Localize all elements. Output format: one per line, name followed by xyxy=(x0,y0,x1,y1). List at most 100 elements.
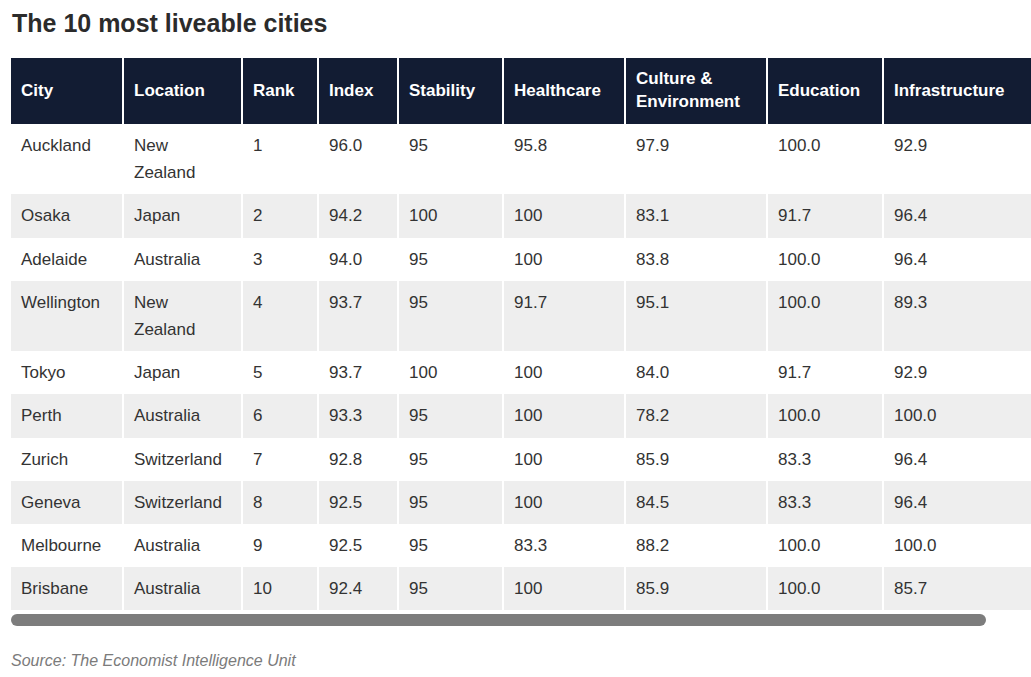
table-cell: 100.0 xyxy=(767,394,883,437)
table-cell: New Zealand xyxy=(123,124,242,194)
table-cell: 93.3 xyxy=(318,394,398,437)
table-row: TokyoJapan593.710010084.091.792.9 xyxy=(11,351,1031,394)
table-cell: 5 xyxy=(242,351,318,394)
table-cell: Brisbane xyxy=(11,567,123,610)
table-cell: Switzerland xyxy=(123,481,242,524)
table-cell: Australia xyxy=(123,524,242,567)
table-cell: 100.0 xyxy=(767,524,883,567)
column-header: Location xyxy=(123,58,242,124)
table-cell: 100 xyxy=(503,438,625,481)
table-cell: 7 xyxy=(242,438,318,481)
horizontal-scrollbar-thumb[interactable] xyxy=(11,614,986,626)
page-title: The 10 most liveable cities xyxy=(12,8,1031,38)
table-cell: 100.0 xyxy=(767,567,883,610)
column-header: Education xyxy=(767,58,883,124)
table-cell: 100.0 xyxy=(767,281,883,351)
table-cell: Melbourne xyxy=(11,524,123,567)
table-cell: 91.7 xyxy=(767,351,883,394)
column-header: Index xyxy=(318,58,398,124)
table-cell: 100.0 xyxy=(883,524,1031,567)
table-cell: 94.0 xyxy=(318,238,398,281)
table-cell: 93.7 xyxy=(318,351,398,394)
table-cell: 92.9 xyxy=(883,351,1031,394)
table-body: AucklandNew Zealand196.09595.897.9100.09… xyxy=(11,124,1031,610)
table-cell: 100 xyxy=(398,194,503,237)
liveability-table: CityLocationRankIndexStabilityHealthcare… xyxy=(11,58,1031,610)
table-cell: 95 xyxy=(398,481,503,524)
table-cell: 78.2 xyxy=(625,394,767,437)
table-cell: 100 xyxy=(503,481,625,524)
table-cell: 95 xyxy=(398,281,503,351)
table-cell: 95 xyxy=(398,124,503,194)
table-cell: 6 xyxy=(242,394,318,437)
source-note: Source: The Economist Intelligence Unit xyxy=(11,652,1031,670)
table-cell: 95 xyxy=(398,438,503,481)
table-cell: Australia xyxy=(123,238,242,281)
table-cell: 96.4 xyxy=(883,238,1031,281)
table-cell: 100 xyxy=(503,567,625,610)
table-cell: 4 xyxy=(242,281,318,351)
table-cell: 100 xyxy=(503,394,625,437)
table-cell: 96.4 xyxy=(883,438,1031,481)
table-cell: 96.4 xyxy=(883,194,1031,237)
page: The 10 most liveable cities CityLocation… xyxy=(0,0,1031,670)
table-cell: Zurich xyxy=(11,438,123,481)
table-cell: Australia xyxy=(123,567,242,610)
table-row: AucklandNew Zealand196.09595.897.9100.09… xyxy=(11,124,1031,194)
table-cell: 92.5 xyxy=(318,524,398,567)
table-cell: 95 xyxy=(398,238,503,281)
table-cell: 9 xyxy=(242,524,318,567)
table-cell: 89.3 xyxy=(883,281,1031,351)
table-cell: 2 xyxy=(242,194,318,237)
table-cell: 100 xyxy=(503,238,625,281)
column-header: Rank xyxy=(242,58,318,124)
table-cell: 85.7 xyxy=(883,567,1031,610)
table-cell: Wellington xyxy=(11,281,123,351)
table-cell: 91.7 xyxy=(767,194,883,237)
horizontal-scrollbar[interactable] xyxy=(11,614,1031,626)
table-cell: 84.0 xyxy=(625,351,767,394)
table-cell: 100.0 xyxy=(767,124,883,194)
table-row: BrisbaneAustralia1092.49510085.9100.085.… xyxy=(11,567,1031,610)
table-cell: 100.0 xyxy=(767,238,883,281)
column-header: City xyxy=(11,58,123,124)
table-row: GenevaSwitzerland892.59510084.583.396.4 xyxy=(11,481,1031,524)
table-cell: 96.0 xyxy=(318,124,398,194)
table-cell: Tokyo xyxy=(11,351,123,394)
table-cell: 92.4 xyxy=(318,567,398,610)
table-cell: 84.5 xyxy=(625,481,767,524)
table-cell: 83.3 xyxy=(503,524,625,567)
table-cell: 95.8 xyxy=(503,124,625,194)
column-header: Infrastructure xyxy=(883,58,1031,124)
table-cell: 95 xyxy=(398,524,503,567)
table-header-row: CityLocationRankIndexStabilityHealthcare… xyxy=(11,58,1031,124)
table-cell: 3 xyxy=(242,238,318,281)
table-cell: 96.4 xyxy=(883,481,1031,524)
table-viewport: CityLocationRankIndexStabilityHealthcare… xyxy=(11,58,1031,610)
table-row: ZurichSwitzerland792.89510085.983.396.4 xyxy=(11,438,1031,481)
table-cell: 100.0 xyxy=(883,394,1031,437)
table-cell: New Zealand xyxy=(123,281,242,351)
table-cell: 10 xyxy=(242,567,318,610)
table-cell: 91.7 xyxy=(503,281,625,351)
table-cell: 83.1 xyxy=(625,194,767,237)
table-cell: 83.3 xyxy=(767,481,883,524)
table-cell: 83.8 xyxy=(625,238,767,281)
table-cell: 8 xyxy=(242,481,318,524)
table-cell: 95 xyxy=(398,567,503,610)
table-cell: Perth xyxy=(11,394,123,437)
table-cell: Switzerland xyxy=(123,438,242,481)
table-cell: Japan xyxy=(123,194,242,237)
table-cell: Australia xyxy=(123,394,242,437)
table-cell: 1 xyxy=(242,124,318,194)
column-header: Stability xyxy=(398,58,503,124)
table-cell: 100 xyxy=(398,351,503,394)
table-row: OsakaJapan294.210010083.191.796.4 xyxy=(11,194,1031,237)
table-cell: Auckland xyxy=(11,124,123,194)
table-cell: 92.8 xyxy=(318,438,398,481)
table-cell: 94.2 xyxy=(318,194,398,237)
table-cell: 93.7 xyxy=(318,281,398,351)
table-cell: 92.5 xyxy=(318,481,398,524)
table-cell: Osaka xyxy=(11,194,123,237)
table-cell: 85.9 xyxy=(625,567,767,610)
